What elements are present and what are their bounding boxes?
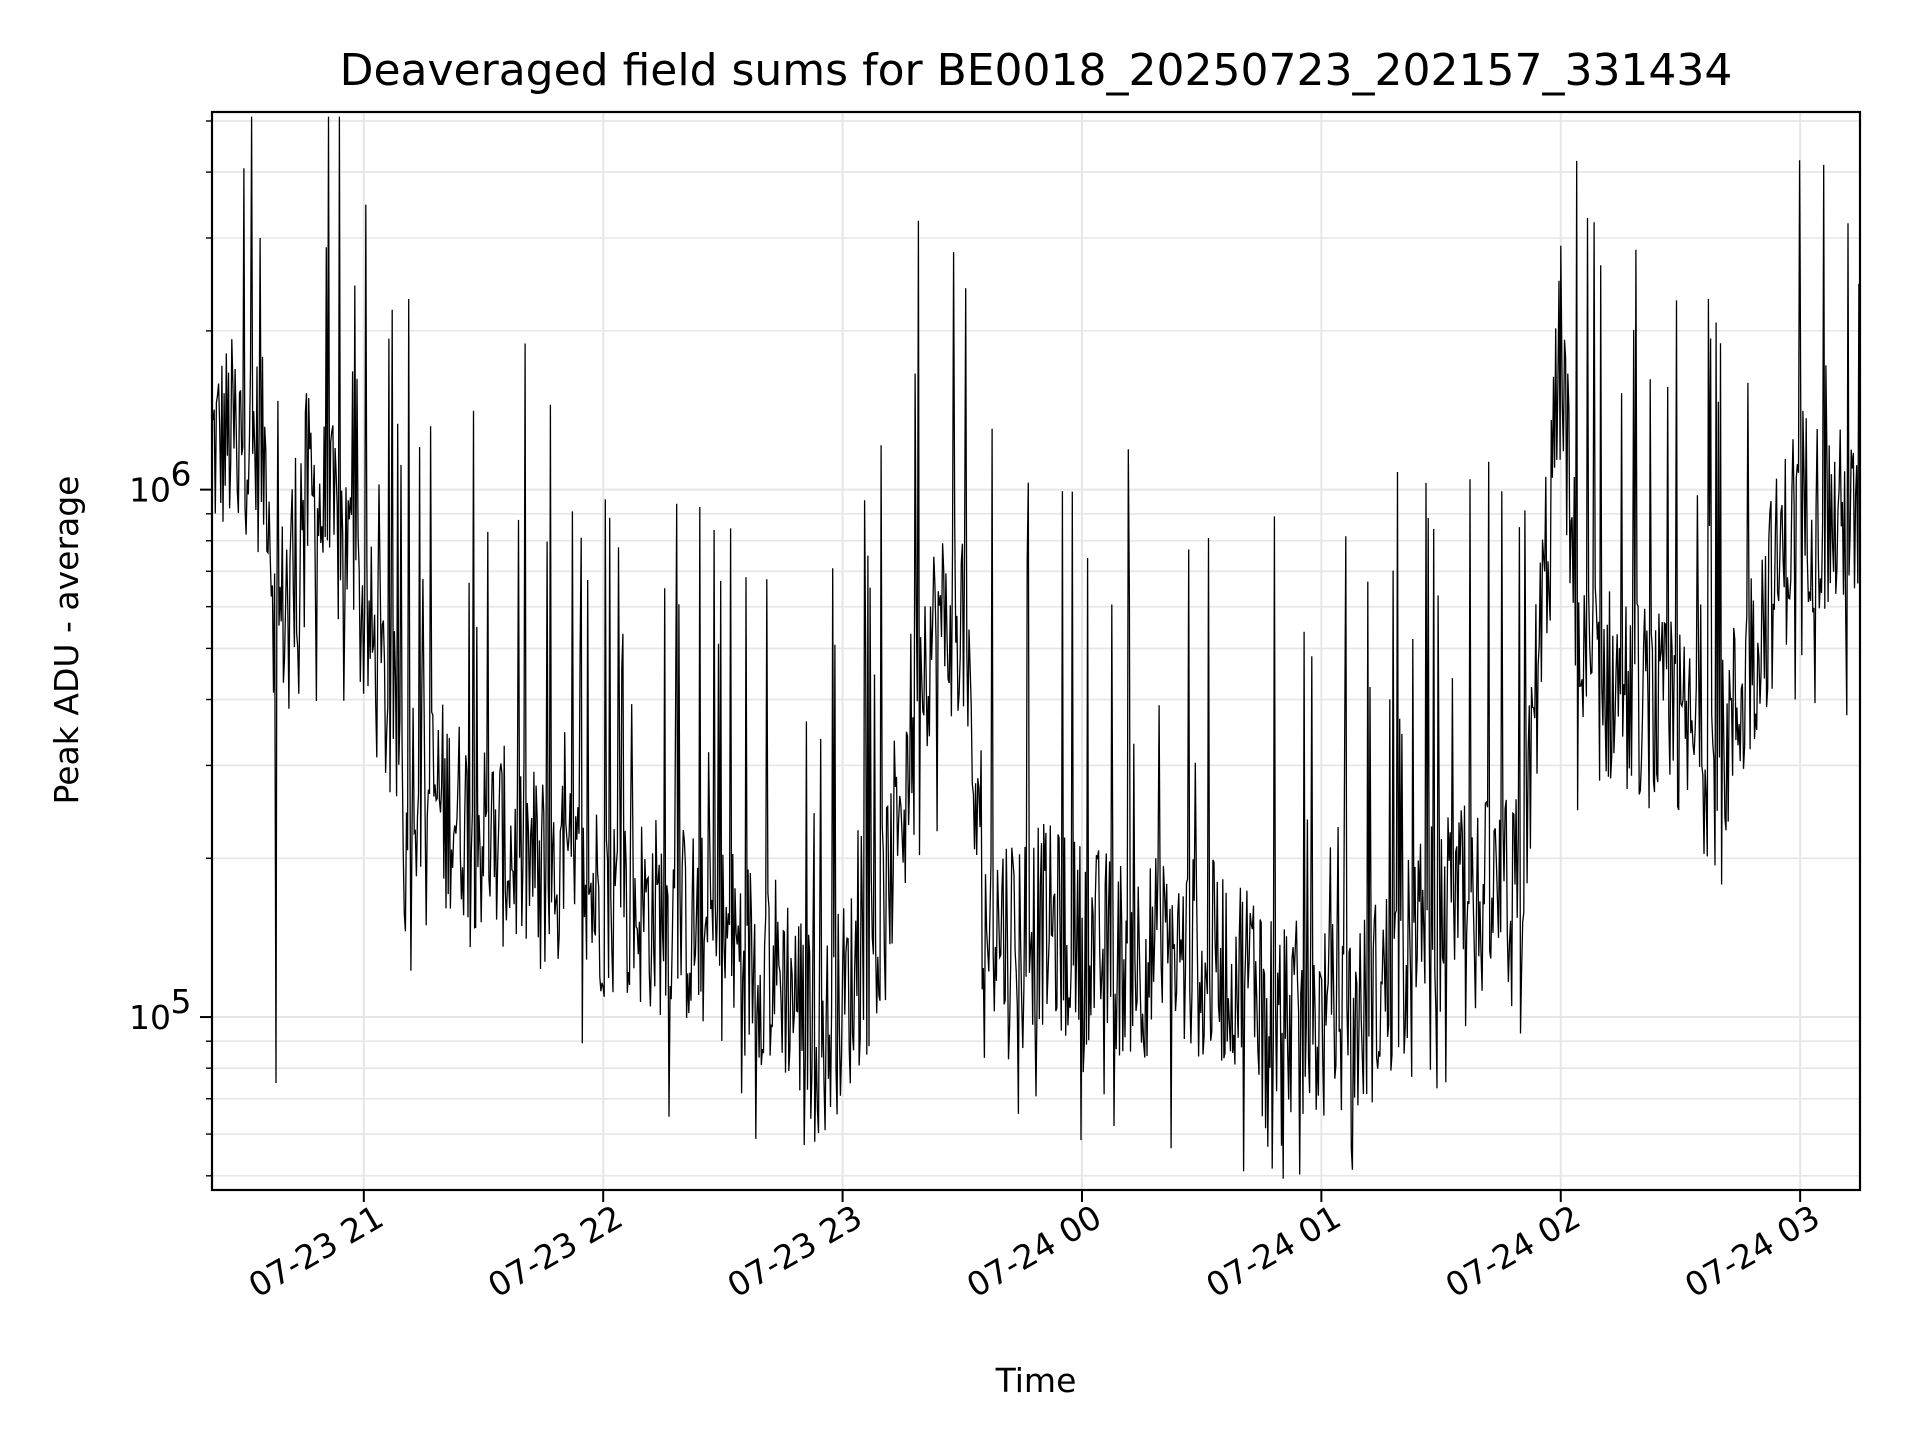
chart-title: Deaveraged field sums for BE0018_2025072…: [340, 45, 1733, 96]
data-series-line: [212, 116, 1860, 1179]
series-layer: [212, 116, 1860, 1179]
y-tick-label-exponent: 5: [171, 982, 192, 1021]
y-tick-label: 10: [129, 998, 171, 1037]
y-axis-label: Peak ADU - average: [47, 476, 86, 805]
plot-frame: [210, 110, 1862, 1192]
x-axis-label: Time: [995, 1361, 1077, 1400]
y-tick-label: 10: [129, 471, 171, 510]
y-tick-label-exponent: 6: [171, 455, 192, 494]
